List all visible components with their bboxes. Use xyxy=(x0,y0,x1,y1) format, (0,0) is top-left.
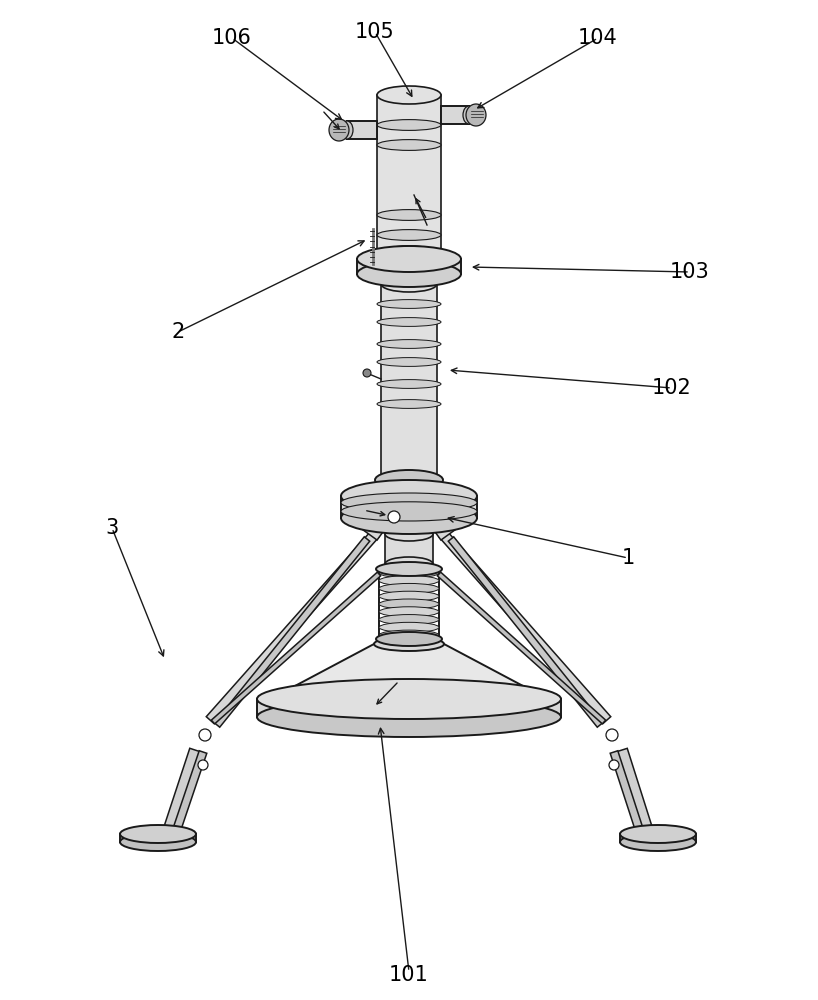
Polygon shape xyxy=(385,534,433,564)
Text: 105: 105 xyxy=(355,22,395,42)
Polygon shape xyxy=(435,510,472,540)
Ellipse shape xyxy=(620,833,696,851)
Ellipse shape xyxy=(377,340,441,348)
Ellipse shape xyxy=(374,637,444,651)
Polygon shape xyxy=(439,531,611,723)
Ellipse shape xyxy=(377,210,441,220)
Circle shape xyxy=(388,511,400,523)
Ellipse shape xyxy=(120,825,196,843)
Text: 2: 2 xyxy=(172,322,185,342)
Polygon shape xyxy=(173,751,207,833)
Text: 102: 102 xyxy=(652,378,692,398)
Polygon shape xyxy=(438,572,605,724)
Ellipse shape xyxy=(375,470,443,490)
Ellipse shape xyxy=(341,502,477,534)
Ellipse shape xyxy=(379,583,439,593)
Ellipse shape xyxy=(377,230,441,240)
Polygon shape xyxy=(346,510,383,540)
Ellipse shape xyxy=(377,86,441,104)
Text: 3: 3 xyxy=(106,518,119,538)
Polygon shape xyxy=(257,699,561,717)
Ellipse shape xyxy=(376,632,442,646)
Circle shape xyxy=(606,729,618,741)
Ellipse shape xyxy=(379,615,439,625)
Ellipse shape xyxy=(329,119,349,141)
Ellipse shape xyxy=(357,246,461,272)
Polygon shape xyxy=(163,748,200,834)
Ellipse shape xyxy=(341,493,477,512)
Ellipse shape xyxy=(620,825,696,843)
Ellipse shape xyxy=(377,140,441,150)
Ellipse shape xyxy=(379,630,439,640)
Ellipse shape xyxy=(257,697,561,737)
Ellipse shape xyxy=(377,318,441,326)
Ellipse shape xyxy=(379,622,439,632)
Polygon shape xyxy=(381,284,437,480)
Text: 103: 103 xyxy=(670,262,710,282)
Polygon shape xyxy=(610,751,644,833)
Ellipse shape xyxy=(377,358,441,366)
Ellipse shape xyxy=(377,400,441,408)
Circle shape xyxy=(363,369,371,377)
Ellipse shape xyxy=(257,679,561,719)
Ellipse shape xyxy=(376,562,442,576)
Text: 101: 101 xyxy=(389,965,429,985)
Ellipse shape xyxy=(341,121,353,139)
Polygon shape xyxy=(341,496,477,518)
Text: 1: 1 xyxy=(622,548,635,568)
Ellipse shape xyxy=(385,557,433,571)
Ellipse shape xyxy=(379,576,439,586)
Text: 104: 104 xyxy=(578,28,618,48)
Ellipse shape xyxy=(357,261,461,287)
Ellipse shape xyxy=(341,502,477,521)
Ellipse shape xyxy=(381,472,437,488)
Polygon shape xyxy=(377,95,441,255)
Polygon shape xyxy=(214,537,370,727)
Ellipse shape xyxy=(379,568,439,578)
Ellipse shape xyxy=(379,599,439,609)
Ellipse shape xyxy=(385,527,433,541)
Ellipse shape xyxy=(377,380,441,388)
Ellipse shape xyxy=(466,104,486,126)
Polygon shape xyxy=(347,121,377,139)
Circle shape xyxy=(199,729,211,741)
Polygon shape xyxy=(206,531,379,723)
Polygon shape xyxy=(357,259,461,274)
Ellipse shape xyxy=(341,480,477,512)
Polygon shape xyxy=(620,834,696,842)
Polygon shape xyxy=(211,572,380,724)
Polygon shape xyxy=(261,644,557,704)
Ellipse shape xyxy=(120,833,196,851)
Polygon shape xyxy=(617,748,654,834)
Circle shape xyxy=(609,760,619,770)
Ellipse shape xyxy=(381,276,437,292)
Text: 106: 106 xyxy=(212,28,252,48)
Ellipse shape xyxy=(377,246,441,264)
Ellipse shape xyxy=(463,106,475,124)
Ellipse shape xyxy=(379,607,439,617)
Polygon shape xyxy=(120,834,196,842)
Ellipse shape xyxy=(377,120,441,130)
Circle shape xyxy=(198,760,208,770)
Polygon shape xyxy=(448,537,603,727)
Polygon shape xyxy=(441,106,469,124)
Ellipse shape xyxy=(379,591,439,601)
Ellipse shape xyxy=(377,300,441,308)
